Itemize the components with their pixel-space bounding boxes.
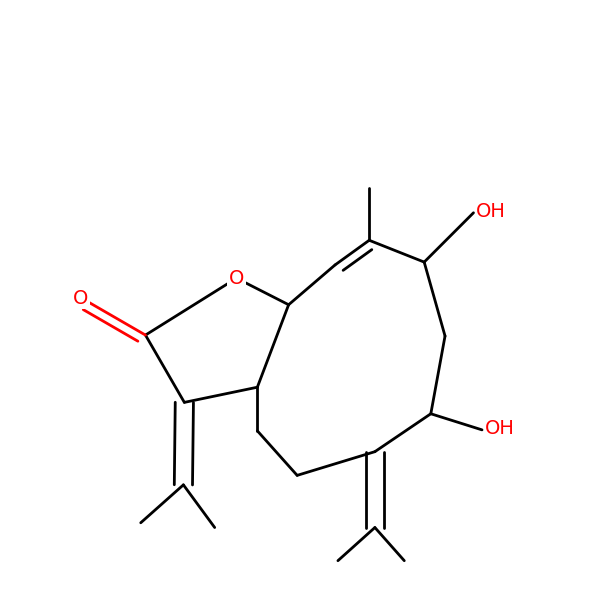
Text: OH: OH xyxy=(485,419,515,437)
Text: OH: OH xyxy=(476,202,506,221)
Text: O: O xyxy=(229,269,244,287)
Text: O: O xyxy=(73,289,88,308)
